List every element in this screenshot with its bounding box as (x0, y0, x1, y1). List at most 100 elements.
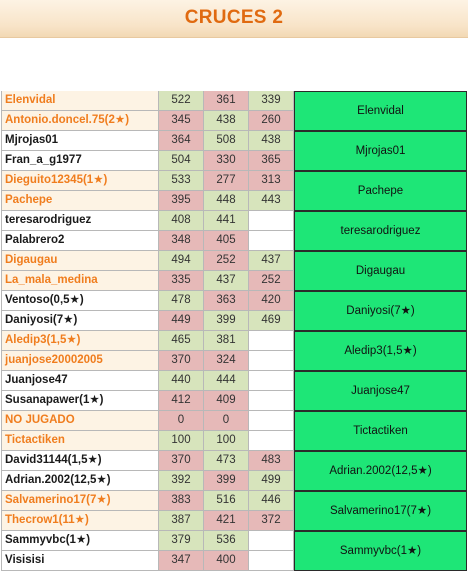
player-name: Juanjose47 (1, 371, 159, 391)
score-cell (249, 551, 294, 571)
score-cell: 361 (204, 91, 249, 111)
score-cell: 499 (249, 471, 294, 491)
player-name: Elenvidal (1, 91, 159, 111)
player-row: Adrian.2002(12,5★) 392 399 499 (1, 471, 467, 491)
player-row: Palabrero2 348 405 (1, 231, 467, 251)
score-cell: 438 (204, 111, 249, 131)
score-cell: 522 (159, 91, 204, 111)
match-winner: Salvamerino17(7★) (294, 491, 467, 531)
player-name: Salvamerino17(7★) (1, 491, 159, 511)
score-cell: 348 (159, 231, 204, 251)
score-cell: 324 (204, 351, 249, 371)
score-cell: 412 (159, 391, 204, 411)
score-cell: 387 (159, 511, 204, 531)
player-row: Tictactiken 100 100 (1, 431, 467, 451)
player-name: La_mala_medina (1, 271, 159, 291)
score-cell: 421 (204, 511, 249, 531)
score-cell: 494 (159, 251, 204, 271)
match-winner: Adrian.2002(12,5★) (294, 451, 467, 491)
player-row: Aledip3(1,5★) 465 381 (1, 331, 467, 351)
player-name: Ventoso(0,5★) (1, 291, 159, 311)
player-name: teresarodriguez (1, 211, 159, 231)
player-name: Adrian.2002(12,5★) (1, 471, 159, 491)
score-cell: 473 (204, 451, 249, 471)
score-cell: 0 (204, 411, 249, 431)
score-cell: 504 (159, 151, 204, 171)
player-row: Juanjose47 440 444 (1, 371, 467, 391)
score-cell: 0 (159, 411, 204, 431)
player-name: Mjrojas01 (1, 131, 159, 151)
player-row: Susanapawer(1★) 412 409 (1, 391, 467, 411)
player-name: juanjose20002005 (1, 351, 159, 371)
score-cell: 438 (249, 131, 294, 151)
score-cell: 313 (249, 171, 294, 191)
score-cell: 381 (204, 331, 249, 351)
player-row: La_mala_medina 335 437 252 (1, 271, 467, 291)
score-cell: 483 (249, 451, 294, 471)
score-cell: 372 (249, 511, 294, 531)
player-row: Mjrojas01 364 508 438 (1, 131, 467, 151)
player-name: Susanapawer(1★) (1, 391, 159, 411)
player-row: Pachepe 395 448 443 (1, 191, 467, 211)
score-cell: 446 (249, 491, 294, 511)
score-cell: 260 (249, 111, 294, 131)
score-cell: 408 (159, 211, 204, 231)
player-row: Sammyvbc(1★) 379 536 (1, 531, 467, 551)
score-cell: 536 (204, 531, 249, 551)
player-row: juanjose20002005 370 324 (1, 351, 467, 371)
player-row: David31144(1,5★) 370 473 483 (1, 451, 467, 471)
player-row: Fran_a_g1977 504 330 365 (1, 151, 467, 171)
player-row: Dieguito12345(1★) 533 277 313 (1, 171, 467, 191)
score-cell: 395 (159, 191, 204, 211)
match-winner: Sammyvbc(1★) (294, 531, 467, 571)
score-cell: 392 (159, 471, 204, 491)
player-name: Sammyvbc(1★) (1, 531, 159, 551)
score-cell (249, 391, 294, 411)
match-winner: Pachepe (294, 171, 467, 211)
score-cell: 347 (159, 551, 204, 571)
results-table: Elenvidal 522 361 339 Antonio.doncel.75(2★) 3… (1, 91, 467, 575)
score-cell (249, 411, 294, 431)
score-cell: 516 (204, 491, 249, 511)
player-name: David31144(1,5★) (1, 451, 159, 471)
score-cell: 448 (204, 191, 249, 211)
score-cell: 399 (204, 471, 249, 491)
score-cell: 365 (249, 151, 294, 171)
score-cell: 330 (204, 151, 249, 171)
player-row: Antonio.doncel.75(2★) 345 438 260 (1, 111, 467, 131)
match-winner: Elenvidal (294, 91, 467, 131)
score-cell: 405 (204, 231, 249, 251)
score-cell (249, 431, 294, 451)
score-cell: 370 (159, 451, 204, 471)
player-row: teresarodriguez 408 441 (1, 211, 467, 231)
score-cell (249, 231, 294, 251)
player-name: NO JUGADO (1, 411, 159, 431)
score-cell: 449 (159, 311, 204, 331)
player-row: Salvamerino17(7★) 383 516 446 (1, 491, 467, 511)
player-row: Visisisi 347 400 (1, 551, 467, 571)
score-cell: 437 (249, 251, 294, 271)
score-cell: 465 (159, 331, 204, 351)
score-cell: 383 (159, 491, 204, 511)
player-row: Thecrow1(11★) 387 421 372 (1, 511, 467, 531)
score-cell: 508 (204, 131, 249, 151)
match-winner: Aledip3(1,5★) (294, 331, 467, 371)
score-cell: 409 (204, 391, 249, 411)
player-name: Palabrero2 (1, 231, 159, 251)
player-name: Thecrow1(11★) (1, 511, 159, 531)
score-cell: 533 (159, 171, 204, 191)
score-cell: 100 (159, 431, 204, 451)
score-cell: 345 (159, 111, 204, 131)
score-cell: 444 (204, 371, 249, 391)
match-winner: teresarodriguez (294, 211, 467, 251)
match-winner: Daniyosi(7★) (294, 291, 467, 331)
score-cell: 370 (159, 351, 204, 371)
player-name: Aledip3(1,5★) (1, 331, 159, 351)
score-cell (249, 331, 294, 351)
player-row: Elenvidal 522 361 339 (1, 91, 467, 111)
player-row: Ventoso(0,5★) 478 363 420 (1, 291, 467, 311)
score-cell: 100 (204, 431, 249, 451)
score-cell (249, 211, 294, 231)
score-cell: 400 (204, 551, 249, 571)
player-name: Pachepe (1, 191, 159, 211)
